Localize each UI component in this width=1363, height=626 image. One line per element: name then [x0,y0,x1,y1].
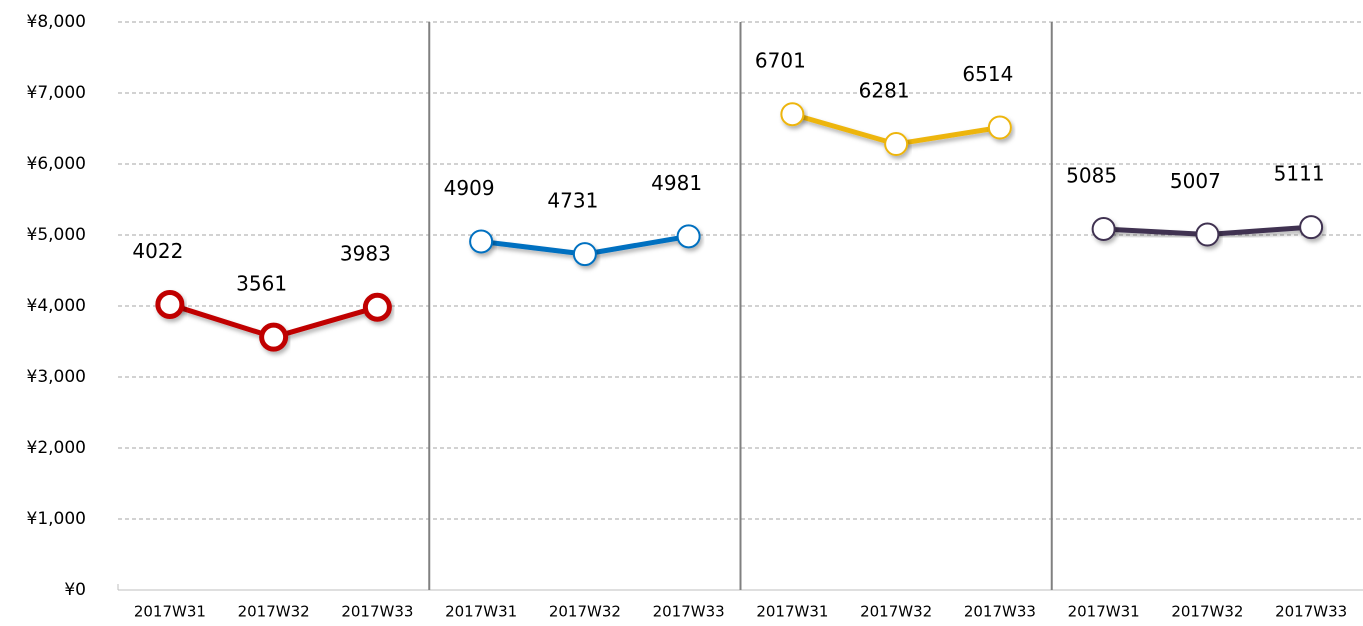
data-label: 4981 [651,171,702,195]
x-tick-label: 2017W31 [1068,603,1140,621]
y-tick-label: ¥4,000 [27,296,86,316]
data-label: 6514 [962,62,1013,86]
data-label: 3983 [340,242,391,266]
y-tick-label: ¥0 [64,580,86,600]
y-tick-label: ¥1,000 [27,509,86,529]
data-point [780,102,805,127]
data-point [155,289,185,319]
y-tick-label: ¥8,000 [27,12,86,32]
data-label: 6701 [755,49,806,73]
x-tick-label: 2017W31 [445,603,517,621]
data-point [259,322,289,352]
x-tick-label: 2017W31 [134,603,206,621]
data-point [676,224,701,249]
x-tick-label: 2017W32 [1171,603,1243,621]
data-label: 3561 [236,272,287,296]
y-tick-label: ¥6,000 [27,154,86,174]
y-tick-label: ¥2,000 [27,438,86,458]
data-point [469,229,494,254]
x-tick-label: 2017W32 [549,603,621,621]
data-point [1195,222,1220,247]
data-label: 5085 [1066,163,1117,187]
data-point [572,242,597,267]
y-tick-label: ¥7,000 [27,83,86,103]
x-tick-label: 2017W32 [238,603,310,621]
y-tick-label: ¥3,000 [27,367,86,387]
x-tick-label: 2017W33 [1275,603,1347,621]
data-label: 4731 [547,189,598,213]
x-tick-label: 2017W33 [964,603,1036,621]
x-tick-label: 2017W33 [341,603,413,621]
data-label: 4909 [444,176,495,200]
data-point [884,132,909,157]
data-label: 5007 [1170,169,1221,193]
data-point [987,115,1012,140]
y-tick-label: ¥5,000 [27,225,86,245]
data-point [1091,216,1116,241]
x-tick-label: 2017W33 [653,603,725,621]
data-point [1299,215,1324,240]
data-point [362,292,392,322]
data-label: 4022 [132,239,183,263]
x-tick-label: 2017W32 [860,603,932,621]
x-tick-label: 2017W31 [756,603,828,621]
data-label: 6281 [859,79,910,103]
data-label: 5111 [1274,162,1325,186]
